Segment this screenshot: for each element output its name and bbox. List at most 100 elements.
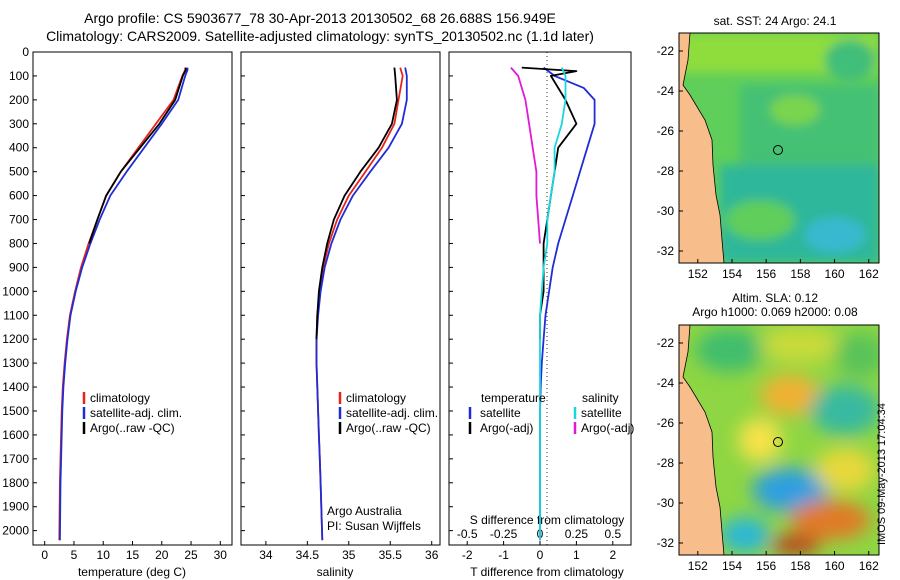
x-tick-label: 15 — [126, 548, 140, 562]
depth-tick-label: 1500 — [2, 404, 29, 418]
x-tick-label: -1 — [498, 548, 509, 562]
sst-map — [679, 33, 879, 263]
map-lat-label: -32 — [657, 244, 675, 258]
depth-axis: 0 100 200 300 400 500 600 700 800 900 1000 1100 1200… — [2, 45, 453, 538]
x-tick-label: 36 — [425, 548, 439, 562]
depth-tick-label: 1800 — [2, 476, 29, 490]
map-lat-label: -30 — [657, 496, 675, 510]
difference-x-label: T difference from climatology — [470, 565, 624, 579]
x-tick-label: 1 — [573, 548, 580, 562]
legend-label-climatology: climatology — [90, 391, 150, 405]
x-tick-label: 2 — [609, 548, 616, 562]
x-tick-label: 0 — [537, 548, 544, 562]
map-lon-label: 152 — [688, 559, 708, 573]
sst-map-frame — [678, 32, 880, 264]
map-lat-label: -24 — [657, 84, 675, 98]
depth-tick-label: 200 — [9, 93, 29, 107]
sla-argo-position-marker — [773, 437, 783, 447]
series-line-1 — [59, 67, 189, 541]
x-tick-label: 35.5 — [379, 548, 403, 562]
sst-map-axes: 152 154 156 158 160 162 -22 -24 -26 -28 -30 -32 — [657, 44, 879, 281]
x-tick-label: -2 — [462, 548, 473, 562]
map-lon-label: 156 — [756, 559, 776, 573]
map-lon-label: 152 — [688, 267, 708, 281]
legend-label-climatology: climatology — [346, 391, 406, 405]
depth-tick-label: 300 — [9, 117, 29, 131]
series-line-0 — [315, 67, 404, 541]
series-line-3 — [510, 67, 541, 244]
s-tick-label: -0.5 — [457, 527, 478, 541]
s-tick-label: 0.25 — [565, 527, 589, 541]
temperature-x-axis: 0 5 10 15 20 25 30 — [41, 541, 227, 562]
map-lon-label: 160 — [825, 267, 845, 281]
depth-tick-label: 1000 — [2, 284, 29, 298]
salinity-legend: climatology satellite-adj. clim. Argo(..… — [338, 391, 438, 435]
legend-label-sal-satellite: satellite — [581, 406, 622, 420]
map-lon-label: 162 — [859, 267, 879, 281]
salinity-series — [315, 67, 408, 541]
depth-tick-label: 0 — [22, 45, 29, 59]
salinity-annotation-line1: Argo Australia — [327, 504, 402, 518]
sla-map-subtitle: Argo h1000: 0.069 h2000: 0.08 — [692, 305, 858, 319]
map-lon-label: 156 — [756, 267, 776, 281]
x-tick-label: 25 — [184, 548, 198, 562]
salinity-plot-frame — [240, 51, 441, 546]
sla-map-axes: 152 154 156 158 160 162 -22 -24 -26 -28 -30 -32 — [657, 336, 879, 573]
depth-tick-label: 400 — [9, 141, 29, 155]
map-lat-label: -22 — [657, 44, 675, 58]
map-lat-label: -32 — [657, 536, 675, 550]
difference-top-label: S difference from climatology — [470, 513, 625, 527]
legend-label-argo: Argo(..raw -QC) — [346, 421, 431, 435]
series-line-2 — [88, 67, 187, 244]
series-line-2 — [539, 67, 567, 541]
legend-label-temp-argo: Argo(-adj) — [480, 421, 533, 435]
depth-tick-label: 2000 — [2, 524, 29, 538]
salinity-difference-axis: -0.5 -0.25 0 0.25 0.5 — [457, 527, 622, 541]
map-lon-label: 154 — [722, 559, 742, 573]
map-lon-label: 162 — [859, 559, 879, 573]
sst-map-title: sat. SST: 24 Argo: 24.1 — [714, 14, 837, 28]
map-lon-label: 154 — [722, 267, 742, 281]
salinity-x-label: salinity — [317, 565, 354, 579]
map-lat-label: -28 — [657, 456, 675, 470]
difference-legend: temperature salinity satellite Argo(-adj… — [468, 391, 634, 435]
map-lon-label: 158 — [790, 559, 810, 573]
depth-tick-label: 500 — [9, 165, 29, 179]
legend-label-argo: Argo(..raw -QC) — [90, 421, 175, 435]
map-lon-label: 158 — [790, 267, 810, 281]
legend-label-sal-argo: Argo(-adj) — [581, 421, 634, 435]
depth-tick-label: 900 — [9, 260, 29, 274]
salinity-annotation-line2: PI: Susan Wijffels — [327, 519, 421, 533]
x-tick-label: 20 — [155, 548, 169, 562]
legend-title-salinity: salinity — [582, 391, 619, 405]
temperature-legend: climatology satellite-adj. clim. Argo(..… — [82, 391, 182, 435]
depth-tick-label: 1200 — [2, 332, 29, 346]
map-lat-label: -24 — [657, 376, 675, 390]
x-tick-label: 10 — [97, 548, 111, 562]
s-tick-label: 0.5 — [604, 527, 621, 541]
sla-map-title: Altim. SLA: 0.12 — [732, 291, 818, 305]
legend-title-temperature: temperature — [481, 391, 546, 405]
s-tick-label: -0.25 — [490, 527, 518, 541]
map-lat-label: -26 — [657, 416, 675, 430]
sla-map — [679, 325, 879, 555]
difference-series — [510, 66, 596, 541]
sst-australia-land — [679, 33, 725, 263]
sla-australia-land — [679, 325, 725, 555]
depth-tick-label: 800 — [9, 236, 29, 250]
imos-timestamp: IMOS 09-May-2013 17:04:34 — [876, 403, 888, 545]
x-tick-label: 34 — [259, 548, 273, 562]
series-line-1 — [315, 67, 408, 541]
depth-tick-label: 1900 — [2, 500, 29, 514]
map-lat-label: -30 — [657, 204, 675, 218]
legend-label-temp-satellite: satellite — [480, 406, 521, 420]
depth-tick-label: 1300 — [2, 356, 29, 370]
x-tick-label: 5 — [71, 548, 78, 562]
legend-label-satellite: satellite-adj. clim. — [90, 406, 182, 420]
x-tick-label: 30 — [214, 548, 228, 562]
depth-tick-label: 700 — [9, 213, 29, 227]
map-lat-label: -26 — [657, 124, 675, 138]
difference-x-axis: -2 -1 0 1 2 — [462, 541, 616, 562]
map-lon-label: 160 — [825, 559, 845, 573]
